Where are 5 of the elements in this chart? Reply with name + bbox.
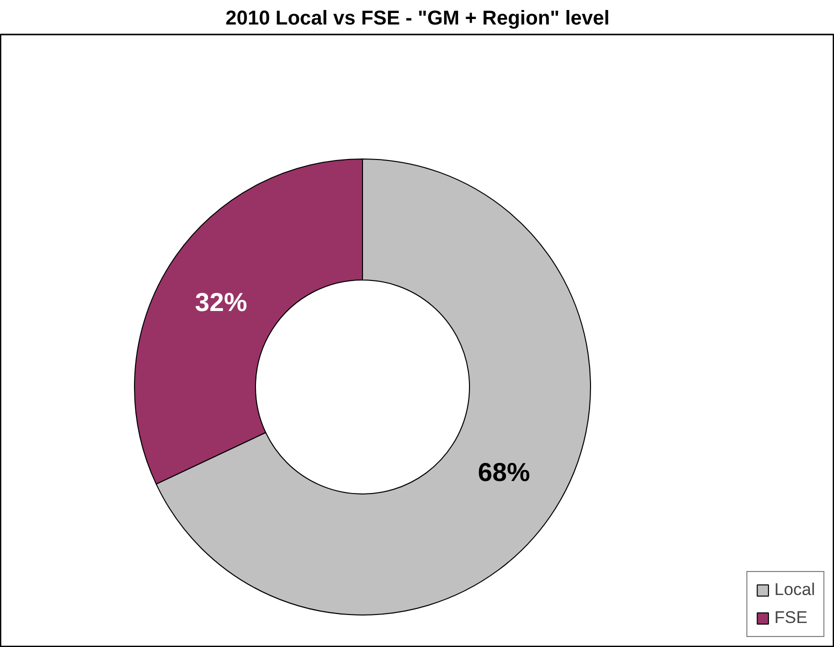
data-label: 68%: [478, 456, 530, 487]
chart-title: 2010 Local vs FSE - "GM + Region" level: [225, 8, 610, 30]
legend-label: Local: [774, 580, 815, 600]
data-label: 32%: [195, 286, 248, 317]
legend-label: FSE: [774, 608, 808, 628]
